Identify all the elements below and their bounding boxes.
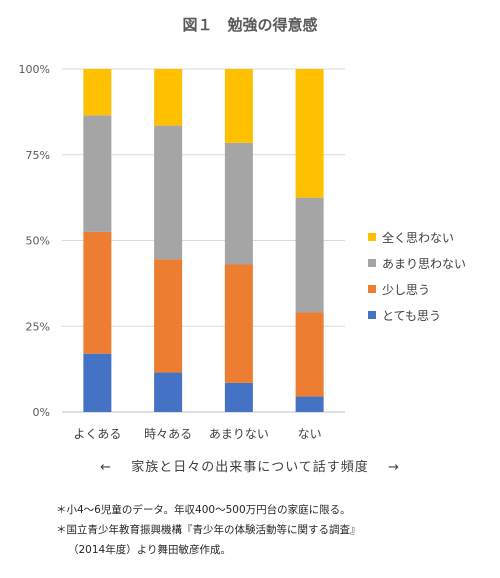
x-axis-caption: ← 家族と日々の出来事について話す頻度 →: [0, 456, 500, 475]
y-tick-label: 0%: [33, 406, 50, 419]
footnote-3: （2014年度）より舞田敏彦作成。: [68, 544, 232, 556]
bar-segment: [295, 69, 324, 198]
stacked-bar-chart: 0% 25% 50% 75% 100% よくある 時々ある あまりない ない: [19, 63, 345, 441]
footnotes: ＊小4～6児童のデータ。年収400～500万円台の家庭に限る。 ＊国立青少年教育…: [56, 500, 361, 560]
bar-segment: [224, 382, 253, 412]
bar-segment: [154, 125, 183, 260]
bar-segment: [295, 197, 324, 313]
chart-title: 図１ 勉強の得意感: [182, 16, 318, 34]
right-arrow-icon: →: [387, 460, 400, 475]
legend-item-totemo: とても思う: [368, 302, 466, 328]
y-tick-label: 50%: [26, 235, 50, 248]
legend-label: とても思う: [382, 308, 442, 323]
x-tick-label: よくある: [73, 427, 121, 441]
bar-segment: [224, 69, 253, 143]
bar-segment: [224, 264, 253, 383]
bar-segment: [295, 396, 324, 412]
chart-legend: 全く思わない あまり思わない 少し思う とても思う: [368, 224, 466, 328]
x-tick-label: 時々ある: [144, 427, 192, 441]
bar-segment: [154, 259, 183, 373]
bar-segment: [295, 312, 324, 397]
bar-segment: [224, 142, 253, 265]
bar-segment: [83, 231, 112, 354]
x-tick-label: あまりない: [209, 427, 269, 441]
footnote-2: ＊国立青少年教育振興機構『青少年の体験活動等に関する調査』: [56, 524, 361, 536]
x-axis-caption-text: 家族と日々の出来事について話す頻度: [131, 460, 369, 475]
legend-label: あまり思わない: [382, 256, 467, 271]
y-tick-label: 25%: [26, 320, 50, 333]
bar-segment: [83, 115, 112, 232]
footnote-1: ＊小4～6児童のデータ。年収400～500万円台の家庭に限る。: [56, 504, 351, 516]
bar-segment: [154, 69, 183, 126]
legend-item-zenku: 全く思わない: [368, 224, 466, 250]
legend-swatch: [368, 259, 376, 267]
bar-segment: [83, 353, 112, 412]
legend-swatch: [368, 311, 376, 319]
y-tick-label: 100%: [19, 63, 50, 76]
legend-label: 少し思う: [382, 282, 431, 297]
left-arrow-icon: ←: [100, 460, 113, 475]
bar-segment: [154, 372, 183, 412]
bar-segment: [83, 69, 112, 116]
legend-swatch: [368, 285, 376, 293]
legend-item-amari: あまり思わない: [368, 250, 466, 276]
y-tick-label: 75%: [26, 149, 50, 162]
legend-swatch: [368, 233, 376, 241]
legend-item-sukoshi: 少し思う: [368, 276, 466, 302]
x-tick-label: ない: [298, 427, 322, 441]
legend-label: 全く思わない: [382, 230, 455, 245]
